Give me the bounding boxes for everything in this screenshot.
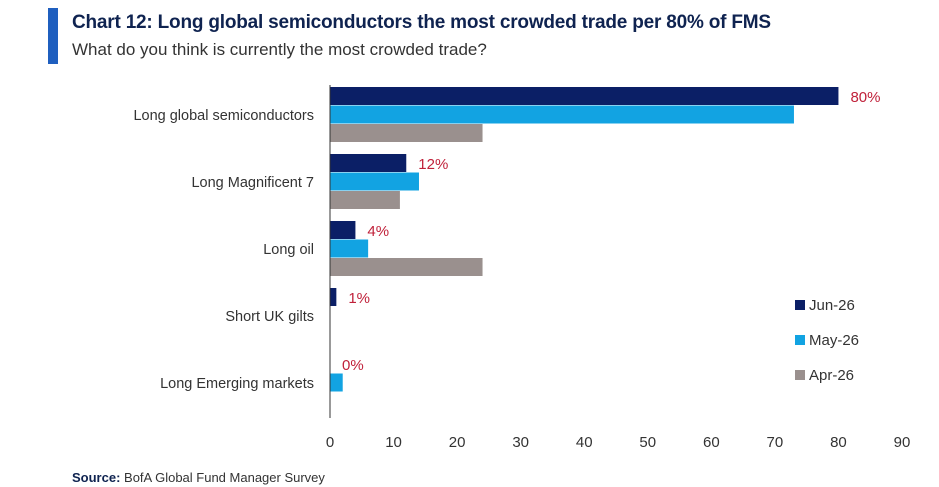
x-tick-label: 90 xyxy=(894,434,911,451)
chart-subtitle: What do you think is currently the most … xyxy=(72,40,487,59)
source-text: BofA Global Fund Manager Survey xyxy=(120,470,325,485)
bar-apr-26-1 xyxy=(330,191,400,209)
bar-may-26-1 xyxy=(330,172,419,191)
title-accent-bar xyxy=(48,8,58,64)
x-tick-label: 0 xyxy=(326,434,334,451)
data-label: 0% xyxy=(342,357,364,374)
bar-apr-26-0 xyxy=(330,124,483,142)
data-label: 4% xyxy=(367,223,389,240)
x-tick-label: 40 xyxy=(576,434,593,451)
legend-label: May-26 xyxy=(809,332,859,349)
bar-jun-26-3 xyxy=(330,288,337,306)
data-label: 80% xyxy=(850,89,880,106)
x-tick-label: 70 xyxy=(767,434,784,451)
source-note: Source: BofA Global Fund Manager Survey xyxy=(72,470,325,485)
legend-swatch-may-26 xyxy=(795,335,805,345)
x-tick-label: 10 xyxy=(385,434,402,451)
bar-jun-26-1 xyxy=(330,154,407,172)
category-label: Short UK gilts xyxy=(225,309,314,325)
source-prefix: Source: xyxy=(72,470,121,485)
x-tick-label: 20 xyxy=(449,434,466,451)
legend-swatch-apr-26 xyxy=(795,370,805,380)
bar-apr-26-2 xyxy=(330,258,483,276)
x-tick-label: 50 xyxy=(639,434,656,451)
category-label: Long Magnificent 7 xyxy=(191,175,314,191)
bar-may-26-4 xyxy=(330,373,343,392)
x-tick-label: 30 xyxy=(512,434,529,451)
legend-label: Apr-26 xyxy=(809,367,854,384)
bar-may-26-0 xyxy=(330,105,794,124)
data-label: 1% xyxy=(348,290,370,307)
chart-title: Chart 12: Long global semiconductors the… xyxy=(72,12,771,33)
x-tick-label: 80 xyxy=(830,434,847,451)
category-label: Long Emerging markets xyxy=(160,376,314,392)
bar-jun-26-2 xyxy=(330,221,356,239)
category-label: Long global semiconductors xyxy=(133,108,314,124)
legend-swatch-jun-26 xyxy=(795,300,805,310)
bar-jun-26-0 xyxy=(330,87,839,105)
category-label: Long oil xyxy=(263,242,314,258)
x-tick-label: 60 xyxy=(703,434,720,451)
data-label: 12% xyxy=(418,156,448,173)
bar-may-26-2 xyxy=(330,239,369,258)
legend-label: Jun-26 xyxy=(809,297,855,314)
